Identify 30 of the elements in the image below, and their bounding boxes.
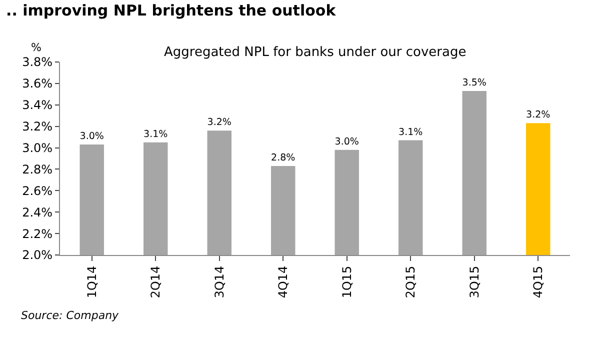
y-tick-label: 2.0% [22,248,53,262]
y-tick-label: 2.8% [22,162,53,176]
chart-title: .. improving NPL brightens the outlook [6,2,337,20]
y-axis-title: % [31,41,42,54]
data-label: 3.1% [144,129,168,140]
chart-subtitle: Aggregated NPL for banks under our coverage [164,45,466,60]
data-label: 3.0% [80,131,104,142]
data-label: 3.0% [334,136,359,148]
data-label: 2.8% [271,152,296,164]
y-tick-label: 3.0% [22,140,53,155]
y-tick-label: 2.2% [22,226,53,241]
source-note: Source: Company [21,309,120,322]
y-tick-label: 3.6% [22,76,53,91]
x-tick-label: 2Q14 [148,266,163,298]
data-label: 3.5% [462,78,486,89]
y-tick-label: 2.4% [22,205,53,220]
y-tick-label: 3.4% [22,98,53,112]
y-tick-label: 3.8% [22,55,53,70]
x-tick-label: 3Q15 [467,266,482,298]
y-tick-label: 2.6% [22,184,53,198]
x-tick-label: 3Q14 [212,266,226,298]
x-tick-label: 1Q15 [340,266,354,298]
x-tick-label: 4Q15 [531,266,546,298]
data-label: 3.2% [207,117,232,128]
x-tick-label: 2Q15 [404,266,418,298]
data-label: 3.1% [398,126,423,138]
x-tick-label: 1Q14 [84,266,99,298]
y-tick-label: 3.2% [22,120,53,134]
data-label: 3.2% [526,110,550,121]
x-tick-label: 4Q14 [276,266,290,298]
